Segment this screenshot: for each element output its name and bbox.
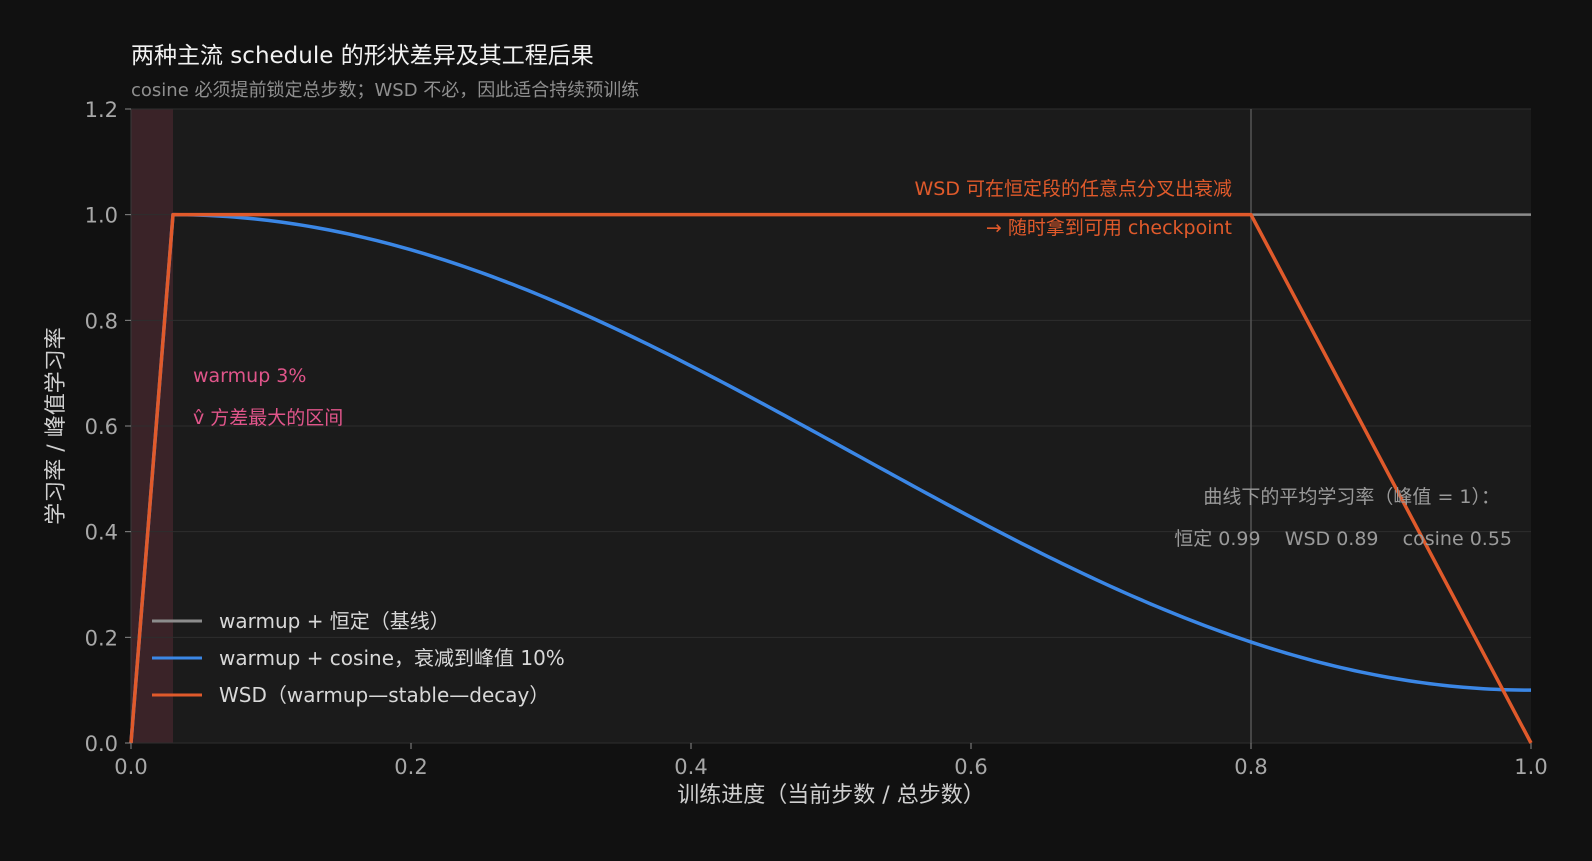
y-axis-label: 学习率 / 峰值学习率 (44, 327, 69, 524)
warmup-annotation-2: v̂ 方差最大的区间 (193, 407, 343, 429)
series-line-cosine (129, 212, 1532, 744)
series-line-wsd (129, 212, 1533, 744)
y-tick-label: 1.2 (85, 98, 118, 122)
x-axis-label: 训练进度（当前步数 / 总步数） (677, 783, 984, 808)
wsd-annotation-1: WSD 可在恒定段的任意点分叉出衰减 (914, 178, 1232, 200)
x-tick-label: 0.6 (954, 755, 987, 779)
legend-label-baseline: warmup + 恒定（基线） (219, 609, 450, 633)
legend-label-wsd: WSD（warmup—stable—decay） (219, 683, 549, 707)
warmup-annotation-1: warmup 3% (193, 365, 306, 387)
y-tick-label: 0.2 (85, 626, 118, 650)
chart-subtitle: cosine 必须提前锁定总步数；WSD 不必，因此适合持续预训练 (131, 80, 639, 101)
ticks: 0.0 0.2 0.4 0.6 0.8 1.0 0.0 0.2 0.4 0.6 0.8 1.0 1.2 (85, 98, 1548, 779)
y-tick-label: 0.6 (85, 415, 118, 439)
chart-title: 两种主流 schedule 的形状差异及其工程后果 (131, 43, 594, 69)
series-layer (129, 212, 1533, 744)
y-tick-label: 0.8 (85, 309, 118, 333)
avg-note-1: 曲线下的平均学习率（峰值 = 1）： (1203, 486, 1500, 508)
x-tick-label: 0.0 (114, 755, 147, 779)
x-tick-label: 0.8 (1234, 755, 1267, 779)
x-tick-label: 0.2 (394, 755, 427, 779)
wsd-annotation-2: → 随时拿到可用 checkpoint (986, 216, 1232, 239)
y-tick-label: 1.0 (85, 204, 118, 228)
x-tick-label: 0.4 (674, 755, 707, 779)
legend: warmup + 恒定（基线） warmup + cosine，衰减到峰值 10… (152, 609, 565, 707)
avg-note-2: 恒定 0.99 WSD 0.89 cosine 0.55 (1174, 528, 1512, 550)
x-tick-label: 1.0 (1514, 755, 1547, 779)
legend-label-cosine: warmup + cosine，衰减到峰值 10% (219, 646, 565, 670)
y-tick-label: 0.0 (85, 732, 118, 756)
y-tick-label: 0.4 (85, 521, 118, 545)
